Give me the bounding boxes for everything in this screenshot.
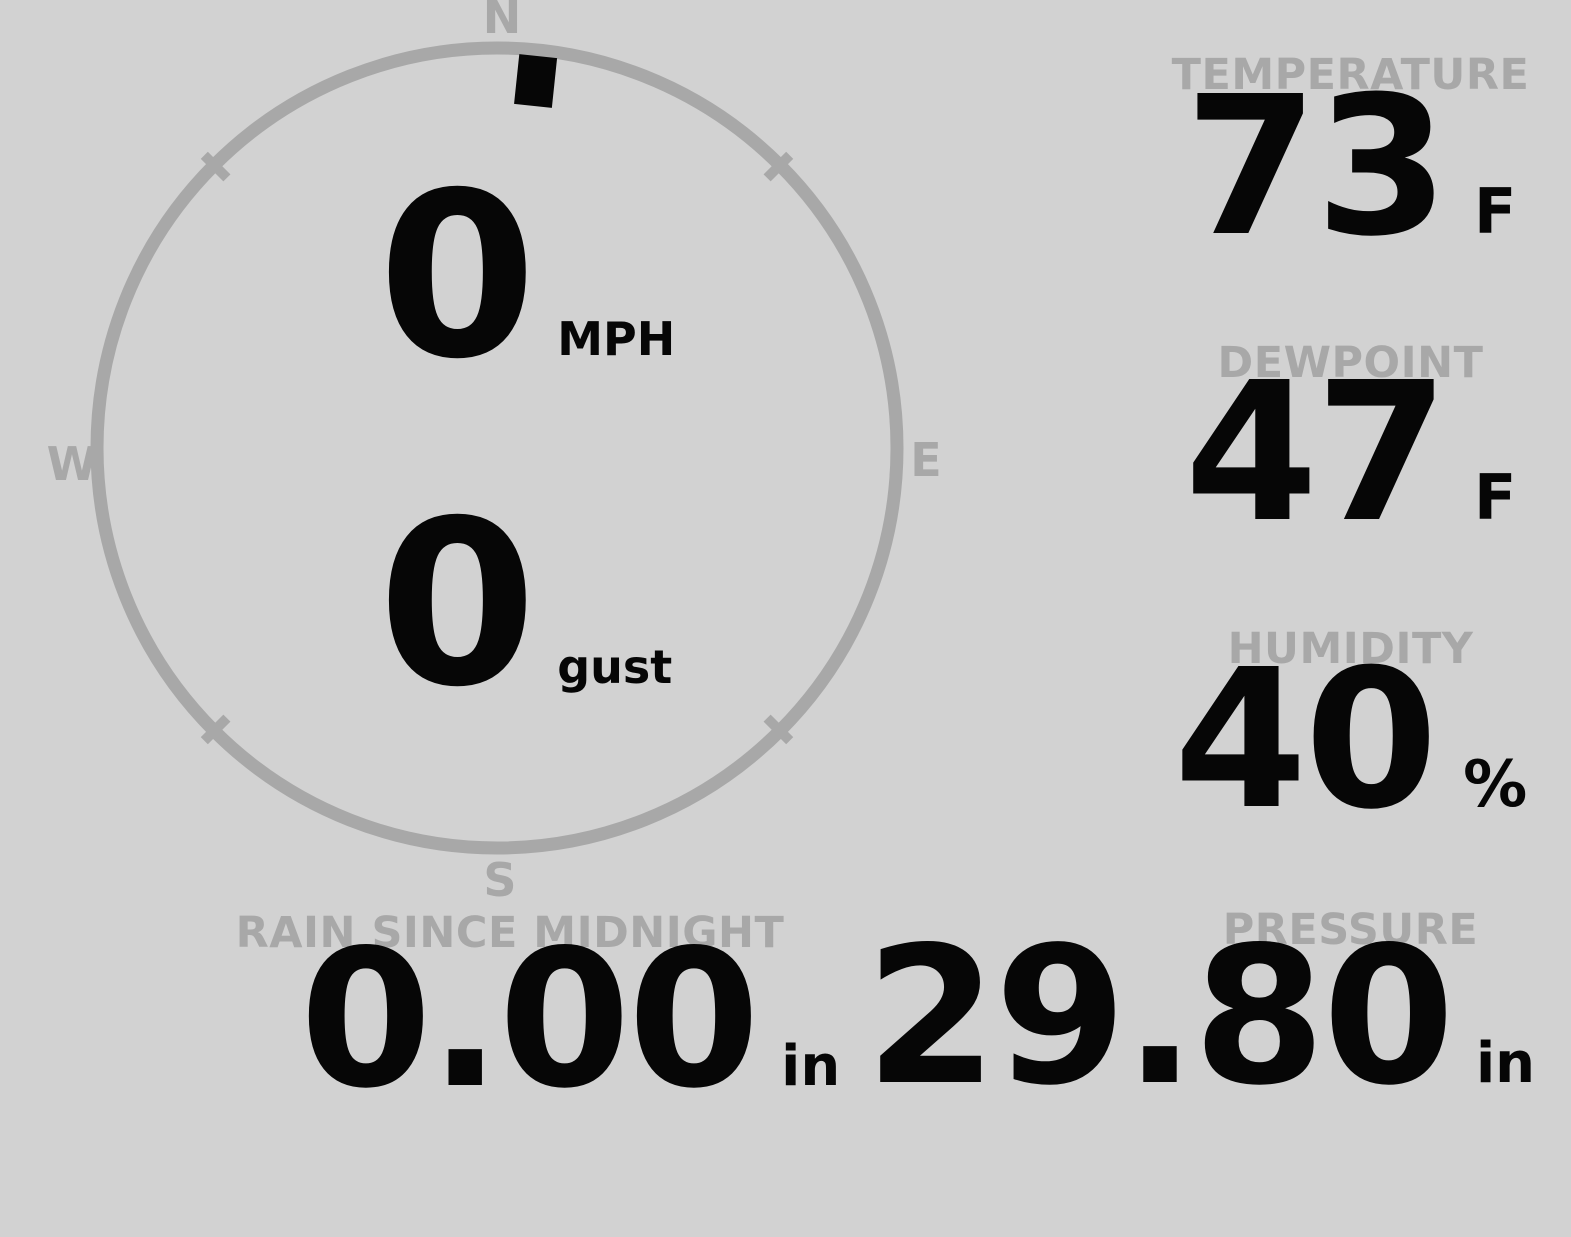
dewpoint-label: DEWPOINT	[1217, 338, 1484, 388]
dewpoint-value: 47	[1184, 342, 1449, 565]
compass-tick-nw	[200, 151, 231, 182]
temperature-value: 73	[1184, 56, 1449, 279]
wind-speed: 0 MPH	[378, 162, 675, 390]
humidity-label: HUMIDITY	[1227, 624, 1474, 674]
wind-direction-marker	[514, 54, 558, 108]
wind-gust-unit: gust	[557, 640, 673, 694]
rain-reading: 0.00 in	[60, 925, 1080, 1115]
dewpoint-reading: 47 F	[1130, 358, 1571, 550]
pressure-unit: in	[1475, 1031, 1535, 1096]
compass-label-east: E	[910, 433, 942, 487]
compass-tick-sw	[200, 714, 231, 745]
wind-speed-unit: MPH	[557, 312, 676, 366]
temperature-label: TEMPERATURE	[1171, 50, 1530, 100]
wind-gust: 0 gust	[378, 490, 672, 718]
pressure-label: PRESSURE	[1222, 905, 1479, 955]
dewpoint-unit: F	[1474, 461, 1517, 534]
wind-compass-gauge	[90, 41, 904, 855]
temperature-unit: F	[1474, 175, 1517, 248]
wind-speed-value: 0	[378, 143, 537, 409]
humidity-reading: 40 %	[1130, 645, 1571, 837]
compass-tick-se	[763, 714, 794, 745]
compass-label-north: N	[482, 0, 522, 44]
humidity-unit: %	[1463, 748, 1528, 822]
pressure-reading: 29.80 in	[865, 922, 1535, 1112]
compass-label-west: W	[46, 437, 98, 491]
compass-label-south: S	[483, 853, 517, 907]
rain-unit: in	[781, 1034, 841, 1099]
compass-ring	[90, 41, 904, 855]
rain-value: 0.00	[299, 909, 760, 1130]
temperature-reading: 73 F	[1130, 72, 1571, 264]
wind-gust-value: 0	[378, 471, 537, 737]
wind-direction-pointer-icon	[514, 54, 558, 108]
compass-tick-ne	[763, 151, 794, 182]
pressure-value: 29.80	[865, 906, 1455, 1127]
humidity-value: 40	[1173, 629, 1438, 852]
rain-label: RAIN SINCE MIDNIGHT	[235, 908, 785, 958]
